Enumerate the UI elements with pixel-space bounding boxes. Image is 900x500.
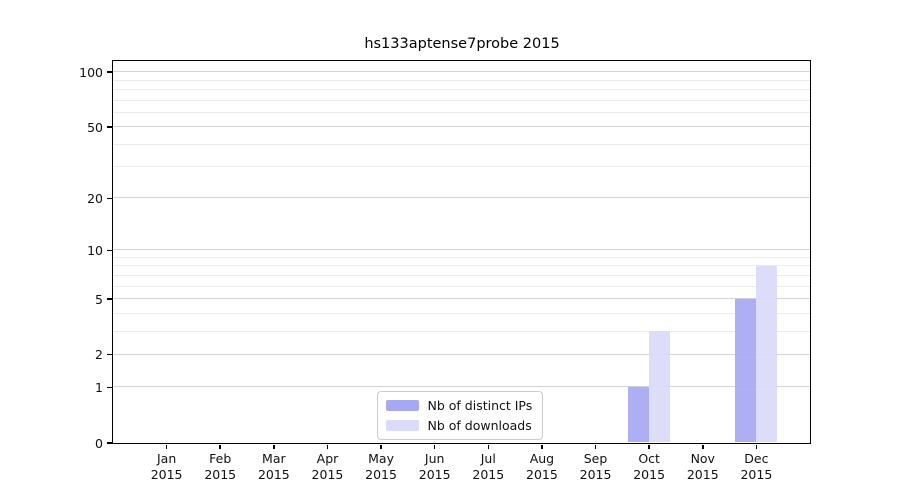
y-tick-mark (107, 249, 112, 252)
gridline-minor (112, 274, 810, 276)
gridline-major (112, 353, 810, 355)
x-tick-month: Feb (209, 451, 232, 466)
x-tick-mark (594, 444, 597, 449)
y-tick-mark (107, 442, 112, 444)
gridline-minor (112, 79, 810, 81)
x-tick-mark (702, 444, 704, 449)
x-tick-year: 2015 (526, 466, 558, 482)
x-tick-year: 2015 (472, 466, 505, 482)
x-tick-month: Apr (316, 451, 339, 466)
x-tick-label: Jan 2015 (135, 451, 199, 482)
x-tick-mark (541, 444, 543, 449)
gridline-minor (112, 111, 810, 113)
x-tick-year: 2015 (633, 466, 666, 482)
gridline-minor (112, 285, 810, 287)
x-tick-year: 2015 (740, 466, 773, 482)
x-tick-month: Jan (156, 451, 177, 466)
x-tick-month: Nov (690, 451, 715, 466)
x-tick-label: Sep 2015 (564, 451, 628, 482)
y-tick-mark (107, 126, 112, 128)
x-tick-mark (433, 444, 436, 449)
gridline-major (112, 71, 810, 73)
x-tick-year: 2015 (257, 466, 290, 482)
gridline-major (112, 249, 810, 251)
x-tick-mark (219, 444, 221, 449)
legend: Nb of distinct IPs Nb of downloads (376, 390, 544, 440)
x-tick-year: 2015 (204, 466, 237, 482)
x-tick-mark (380, 444, 382, 449)
x-tick-mark (755, 444, 758, 449)
y-tick-label: 0 (95, 435, 103, 451)
chart-title: hs133aptense7probe 2015 (364, 36, 560, 52)
x-tick-year: 2015 (579, 466, 612, 482)
legend-label: Nb of downloads (427, 417, 532, 433)
y-tick-mark (107, 71, 112, 73)
x-tick-mark (273, 444, 275, 449)
x-tick-year: 2015 (150, 466, 183, 482)
x-tick-mark (165, 444, 168, 449)
x-tick-month: May (368, 451, 394, 466)
y-tick-label: 10 (87, 242, 103, 258)
legend-swatch-downloads (385, 419, 419, 431)
gridline-major (112, 298, 810, 300)
x-tick-month: Sep (583, 451, 608, 466)
x-tick-month: Mar (262, 451, 286, 466)
y-tick-mark (107, 386, 112, 389)
x-tick-label: Feb 2015 (188, 451, 252, 482)
legend-swatch-distinct-ips (385, 399, 419, 411)
x-tick-mark (487, 444, 490, 449)
x-tick-mark (648, 444, 650, 449)
gridline-minor (112, 166, 810, 168)
x-tick-label: Jun 2015 (403, 451, 467, 482)
y-tick-mark (107, 298, 112, 300)
y-tick-mark (107, 353, 112, 356)
x-tick-label: Mar 2015 (242, 451, 306, 482)
bar-distinct-ips-dec (734, 298, 756, 443)
gridline-minor (112, 265, 810, 267)
gridline-minor (112, 88, 810, 90)
gridline-minor (112, 330, 810, 332)
x-tick-label: Apr 2015 (295, 451, 359, 482)
bar-downloads-dec (755, 265, 777, 443)
x-tick-month: Oct (638, 451, 660, 466)
plot-area: Nb of distinct IPs Nb of downloads (111, 59, 811, 444)
x-tick-month: Jul (480, 451, 496, 466)
x-tick-label: May 2015 (349, 451, 413, 482)
legend-label: Nb of distinct IPs (427, 397, 533, 413)
y-tick-label: 2 (95, 347, 103, 363)
gridline-minor (112, 143, 810, 145)
gridline-major (112, 386, 810, 388)
x-tick-year: 2015 (365, 466, 397, 482)
x-tick-label: Oct 2015 (617, 451, 681, 482)
legend-item: Nb of distinct IPs (385, 397, 533, 413)
x-tick-label: Aug 2015 (510, 451, 574, 482)
y-tick-label: 50 (87, 119, 103, 135)
x-tick-year: 2015 (418, 466, 451, 482)
legend-item: Nb of downloads (385, 417, 533, 433)
gridline-minor (112, 257, 810, 258)
x-tick-year: 2015 (311, 466, 344, 482)
x-tick-year: 2015 (686, 466, 719, 482)
x-tick-month: Dec (744, 451, 769, 466)
x-tick-label: Jul 2015 (456, 451, 520, 482)
x-tick-label: Nov 2015 (671, 451, 735, 482)
x-tick-month: Aug (529, 451, 555, 466)
bar-distinct-ips-oct (627, 386, 649, 443)
y-tick-label: 20 (87, 190, 103, 206)
x-tick-label: Dec 2015 (724, 451, 788, 482)
bar-downloads-oct (648, 331, 670, 443)
y-tick-mark (107, 197, 112, 200)
gridline-minor (112, 312, 810, 314)
y-tick-label: 5 (95, 291, 103, 307)
y-tick-label: 1 (95, 379, 103, 395)
x-tick-month: Jun (424, 451, 445, 466)
x-tick-mark (326, 444, 329, 449)
gridline-major (112, 126, 810, 128)
y-tick-label: 100 (79, 64, 103, 80)
gridline-major (112, 197, 810, 199)
gridline-minor (112, 99, 810, 101)
